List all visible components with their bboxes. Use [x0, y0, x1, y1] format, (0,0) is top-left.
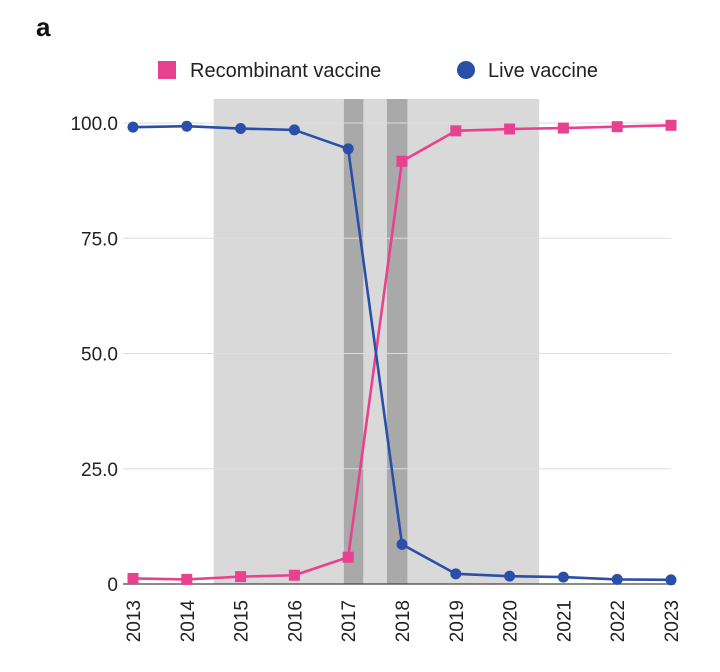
recombinant-vaccine-point	[288, 569, 300, 581]
live-vaccine-point	[235, 123, 247, 135]
recombinant-vaccine-point	[235, 571, 247, 583]
recombinant-vaccine-point	[342, 551, 354, 563]
x-axis: 2013 2014 2015 2016 2017 2018 2019 2020 2021 2022…	[124, 600, 683, 643]
shaded-regions	[213, 99, 540, 584]
y-tick-label: 50.0	[81, 345, 118, 366]
x-tick-label: 2022	[608, 600, 629, 642]
legend-marker-live-vaccine	[457, 61, 475, 79]
x-tick-label: 2023	[662, 600, 683, 642]
series-lines	[127, 119, 677, 586]
recombinant-vaccine-point	[181, 573, 193, 585]
x-tick-label: 2017	[339, 600, 360, 642]
recombinant-vaccine-point	[396, 155, 408, 167]
live-vaccine-point	[611, 573, 623, 585]
recombinant-vaccine-point	[665, 119, 677, 131]
live-vaccine-point	[450, 568, 462, 580]
recombinant-vaccine-point	[611, 121, 623, 133]
legend-label-live-vaccine: Live vaccine	[488, 60, 598, 82]
live-vaccine-point	[342, 143, 354, 155]
y-axis: 0 25.0 50.0 75.0 100.0	[70, 114, 118, 596]
legend: Recombinant vaccine Live vaccine	[158, 60, 598, 82]
live-vaccine-point	[665, 574, 677, 586]
live-vaccine-point	[181, 120, 193, 132]
live-vaccine-point	[127, 121, 139, 133]
x-tick-label: 2020	[501, 600, 522, 642]
panel-label: a	[36, 12, 51, 42]
live-vaccine-point	[396, 538, 408, 550]
x-tick-label: 2019	[447, 600, 468, 642]
y-tick-label: 75.0	[81, 229, 118, 250]
x-tick-label: 2018	[393, 600, 414, 642]
y-tick-label: 0	[107, 575, 118, 596]
x-tick-label: 2016	[285, 600, 306, 642]
live-vaccine-point	[504, 570, 516, 582]
x-tick-label: 2021	[554, 600, 575, 642]
live-vaccine-point	[557, 571, 569, 583]
x-tick-label: 2013	[124, 600, 145, 642]
y-tick-label: 100.0	[70, 114, 118, 135]
recombinant-vaccine-point	[504, 123, 516, 135]
recombinant-vaccine-point	[127, 572, 139, 584]
recombinant-vaccine-point	[557, 122, 569, 134]
live-vaccine-point	[288, 124, 300, 136]
x-tick-label: 2014	[178, 600, 199, 643]
x-tick-label: 2015	[232, 600, 253, 642]
legend-marker-recombinant-vaccine	[158, 61, 176, 79]
legend-label-recombinant-vaccine: Recombinant vaccine	[190, 60, 381, 82]
gridlines	[123, 122, 675, 585]
y-tick-label: 25.0	[81, 460, 118, 481]
recombinant-vaccine-point	[450, 125, 462, 137]
